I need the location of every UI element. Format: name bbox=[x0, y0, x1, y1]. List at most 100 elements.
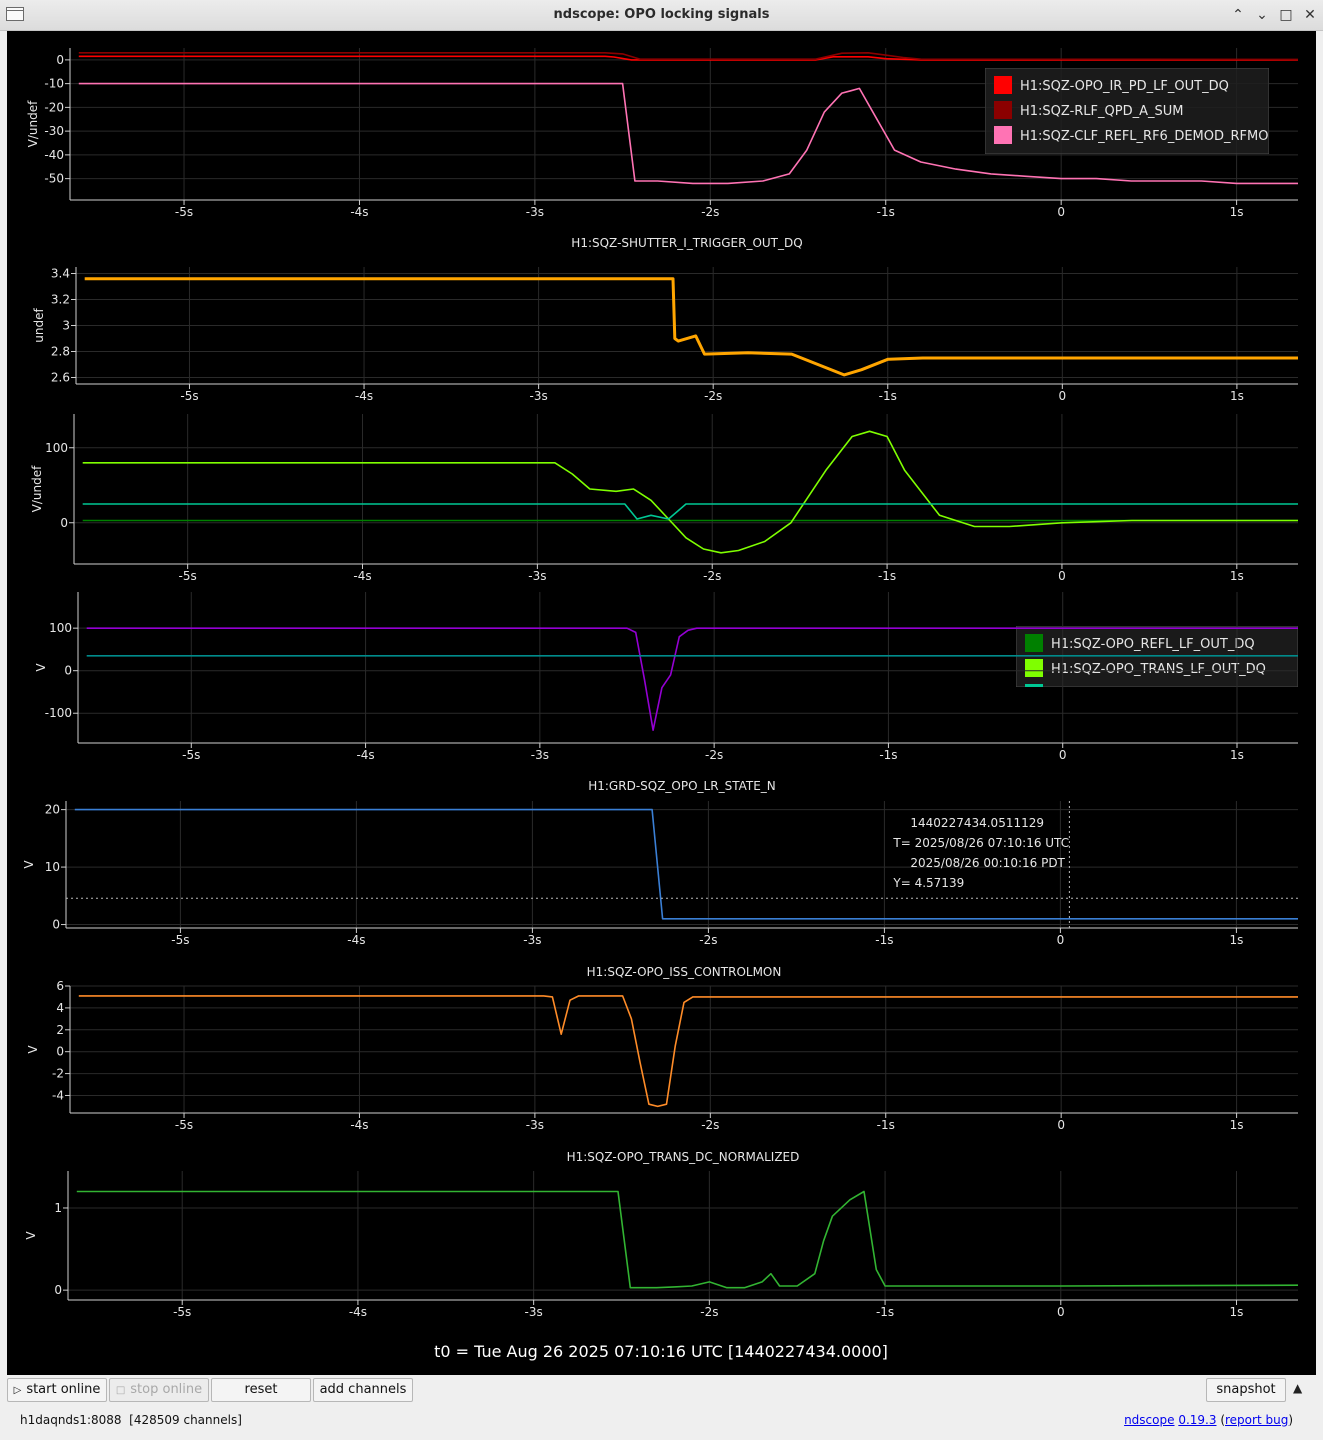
y-tick-label: 2.6 bbox=[51, 371, 70, 385]
legend-label: H1:SQZ-OPO_IR_PD_LF_OUT_DQ bbox=[1020, 79, 1229, 94]
y-tick-label: -30 bbox=[44, 124, 64, 138]
y-tick-label: 20 bbox=[45, 803, 60, 817]
x-tick-label: -1s bbox=[878, 569, 896, 583]
x-tick-label: -4s bbox=[353, 569, 371, 583]
x-tick-label: -4s bbox=[349, 1305, 367, 1319]
x-tick-label: -2s bbox=[699, 933, 717, 947]
plot-panel-2: -5s -4s -3s -2s -1s 0 1s 3.4 3.2 3 2.8 2.6 undef H1:S… bbox=[32, 236, 1298, 403]
y-axis-label: V bbox=[26, 1045, 40, 1054]
x-tick-label: 1s bbox=[1230, 748, 1244, 762]
start-online-button[interactable]: ▷ start online bbox=[7, 1378, 107, 1402]
legend-label: H1:SQZ-CLF_REFL_RF6_DEMOD_RFMON bbox=[1020, 129, 1278, 144]
y-tick-label: 3.4 bbox=[51, 267, 70, 281]
x-tick-label: -3s bbox=[525, 1305, 543, 1319]
series-line bbox=[74, 808, 1298, 920]
series-line bbox=[82, 503, 1298, 520]
x-tick-label: -5s bbox=[175, 1118, 193, 1132]
legend-label: H1:SQZ-SHG_LAUNCH_DC_POWERMON bbox=[1051, 687, 1306, 702]
y-tick-label: 4 bbox=[56, 1001, 64, 1015]
y-axis-label: V bbox=[22, 860, 36, 869]
x-tick-label: -4s bbox=[355, 389, 373, 403]
server-address: h1daqnds1:8088 bbox=[20, 1413, 122, 1427]
t0-label: t0 = Tue Aug 26 2025 07:10:16 UTC [14402… bbox=[434, 1342, 888, 1361]
reset-button[interactable]: reset bbox=[211, 1378, 311, 1402]
x-tick-label: -3s bbox=[530, 389, 548, 403]
y-tick-label: 2.8 bbox=[51, 345, 70, 359]
y-tick-label: 3.2 bbox=[51, 293, 70, 307]
window-collapse-icon[interactable]: ⌃ bbox=[1232, 7, 1244, 23]
series-group bbox=[78, 995, 1298, 1108]
legend-swatch bbox=[994, 76, 1012, 94]
cursor-gps-label: 1440227434.0511129 bbox=[910, 816, 1044, 830]
plot-area[interactable]: -5s -4s -3s -2s -1s 0 1s 0 -10 -20 -30 -40 -50 V/unde… bbox=[7, 31, 1316, 1375]
x-tick-label: -3s bbox=[531, 748, 549, 762]
start-online-label: start online bbox=[26, 1382, 101, 1397]
app-window-icon bbox=[6, 7, 24, 21]
plot-title: H1:SQZ-OPO_ISS_CONTROLMON bbox=[587, 965, 782, 979]
series-group bbox=[74, 808, 1298, 920]
y-axis-label: V bbox=[24, 1231, 38, 1240]
legend-swatch bbox=[1025, 659, 1043, 677]
y-tick-label: -40 bbox=[44, 148, 64, 162]
x-tick-label: -5s bbox=[182, 748, 200, 762]
add-channels-button[interactable]: add channels bbox=[313, 1378, 413, 1402]
plot-title: H1:SQZ-OPO_TRANS_DC_NORMALIZED bbox=[567, 1150, 800, 1164]
plot-title: H1:GRD-SQZ_OPO_LR_STATE_N bbox=[588, 779, 776, 793]
x-tick-label: 0 bbox=[1059, 389, 1067, 403]
series-line bbox=[78, 995, 1298, 1108]
window-maximize-icon[interactable]: □ bbox=[1279, 7, 1293, 23]
x-tick-label: -5s bbox=[180, 389, 198, 403]
series-group bbox=[78, 51, 1298, 185]
y-tick-label: 0 bbox=[64, 664, 72, 678]
plots-canvas[interactable]: -5s -4s -3s -2s -1s 0 1s0-10-20-30-40-50V/unde… bbox=[7, 31, 1316, 1375]
series-group bbox=[76, 1190, 1298, 1289]
legend-swatch bbox=[1025, 634, 1043, 652]
plot-panel-7: -5s -4s -3s -2s -1s 0 1s 1 0 V H1:SQZ-OPO_TRANS_DC… bbox=[24, 1150, 1298, 1319]
series-group bbox=[82, 430, 1298, 554]
version-link[interactable]: 0.19.3 bbox=[1178, 1413, 1217, 1427]
plot-panel-4: -5s -4s -3s -2s -1s 0 1s 100 0 -100 V bbox=[34, 592, 1298, 762]
legend-label: H1:SQZ-OPO_TRANS_LF_OUT_DQ bbox=[1051, 662, 1266, 677]
legend-swatch bbox=[1025, 684, 1043, 687]
y-tick-label: 0 bbox=[60, 516, 68, 530]
x-tick-label: -4s bbox=[350, 205, 368, 219]
legend-label: H1:SQZ-RLF_QPD_A_SUM bbox=[1020, 104, 1184, 119]
stop-icon: □ bbox=[115, 1385, 126, 1396]
window-minimize-icon[interactable]: ⌄ bbox=[1256, 7, 1268, 23]
stop-online-label: stop online bbox=[130, 1382, 203, 1397]
series-line bbox=[76, 1190, 1298, 1289]
plot-panel-3: -5s -4s -3s -2s -1s 0 1s 100 0 V/undef H1:SQZ-OPO_… bbox=[30, 414, 1306, 702]
x-tick-label: -3s bbox=[528, 569, 546, 583]
plot-title: H1:SQZ-SHUTTER_I_TRIGGER_OUT_DQ bbox=[571, 236, 802, 250]
x-tick-label: -1s bbox=[879, 389, 897, 403]
x-tick-label: -2s bbox=[705, 748, 723, 762]
series-line bbox=[84, 277, 1298, 377]
y-tick-label: -50 bbox=[44, 172, 64, 186]
x-tick-label: -2s bbox=[701, 205, 719, 219]
panel-toggle-icon[interactable]: ▲ bbox=[1293, 1381, 1303, 1395]
version-info: ndscope 0.19.3 (report bug) bbox=[1124, 1413, 1293, 1427]
legend-swatch bbox=[994, 101, 1012, 119]
x-tick-label: -2s bbox=[700, 1305, 718, 1319]
x-tick-label: 1s bbox=[1230, 1305, 1244, 1319]
legend-label: H1:SQZ-OPO_REFL_LF_OUT_DQ bbox=[1051, 637, 1255, 652]
series-line bbox=[78, 51, 1298, 61]
server-status: h1daqnds1:8088 [428509 channels] bbox=[20, 1413, 242, 1427]
y-tick-label: -20 bbox=[44, 100, 64, 114]
snapshot-button[interactable]: snapshot bbox=[1206, 1378, 1286, 1402]
status-bar: h1daqnds1:8088 [428509 channels] ndscope… bbox=[0, 1410, 1323, 1440]
x-tick-label: 0 bbox=[1057, 1305, 1065, 1319]
plot-panel-5: -5s -4s -3s -2s -1s 0 1s 20 10 0 V H1:GRD-SQZ_OPO_L… bbox=[22, 779, 1298, 947]
x-tick-label: -1s bbox=[877, 205, 895, 219]
report-bug-link[interactable]: report bug bbox=[1225, 1413, 1289, 1427]
stop-online-button[interactable]: □ stop online bbox=[109, 1378, 209, 1402]
x-tick-label: 0 bbox=[1058, 569, 1066, 583]
series-group bbox=[86, 627, 1298, 732]
ndscope-link[interactable]: ndscope bbox=[1124, 1413, 1175, 1427]
x-tick-label: -3s bbox=[526, 1118, 544, 1132]
window-close-icon[interactable]: ✕ bbox=[1304, 7, 1316, 23]
y-tick-label: -10 bbox=[44, 77, 64, 91]
series-line bbox=[78, 55, 1298, 61]
x-tick-label: -3s bbox=[526, 205, 544, 219]
x-tick-label: 1s bbox=[1230, 569, 1244, 583]
